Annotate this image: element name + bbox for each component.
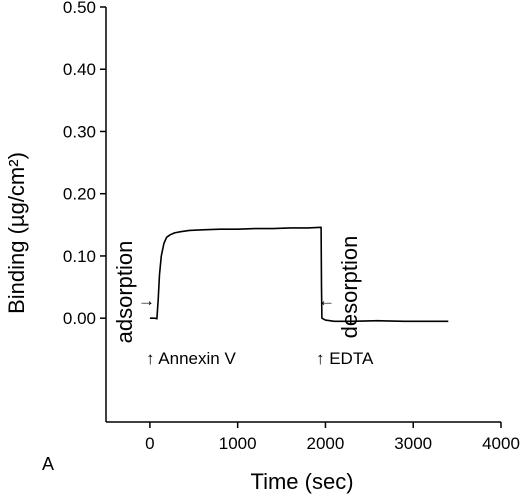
y-tick-label: 0.00 xyxy=(63,309,96,328)
y-tick-label: 0.40 xyxy=(63,60,96,79)
y-tick-label: 0.30 xyxy=(63,122,96,141)
annexin-annotation: ↑ Annexin V xyxy=(146,349,236,368)
y-tick-label: 0.20 xyxy=(63,185,96,204)
desorption-arrow: ← xyxy=(318,291,335,310)
ticks: 0.00 0.10 0.20 0.30 0.40 0.50 0 1000 2000 3000 400… xyxy=(63,0,520,453)
desorption-label: desorption xyxy=(337,236,362,339)
x-tick-label: 2000 xyxy=(307,434,345,453)
y-axis-title: Binding (µg/cm²) xyxy=(4,152,29,314)
x-tick-label: 0 xyxy=(145,434,154,453)
series-line xyxy=(149,226,449,323)
adsorption-arrow: → xyxy=(138,291,155,310)
y-tick-label: 0.10 xyxy=(63,247,96,266)
edta-annotation: ↑ EDTA xyxy=(316,349,374,368)
x-tick-label: 1000 xyxy=(219,434,257,453)
x-axis-title: Time (sec) xyxy=(250,469,353,494)
series xyxy=(149,226,449,323)
x-tick-label: 4000 xyxy=(482,434,520,453)
adsorption-label: adsorption xyxy=(112,241,137,344)
x-tick-label: 3000 xyxy=(394,434,432,453)
y-tick-label: 0.50 xyxy=(63,0,96,17)
axes xyxy=(105,7,501,423)
panel-label: A xyxy=(42,454,54,474)
